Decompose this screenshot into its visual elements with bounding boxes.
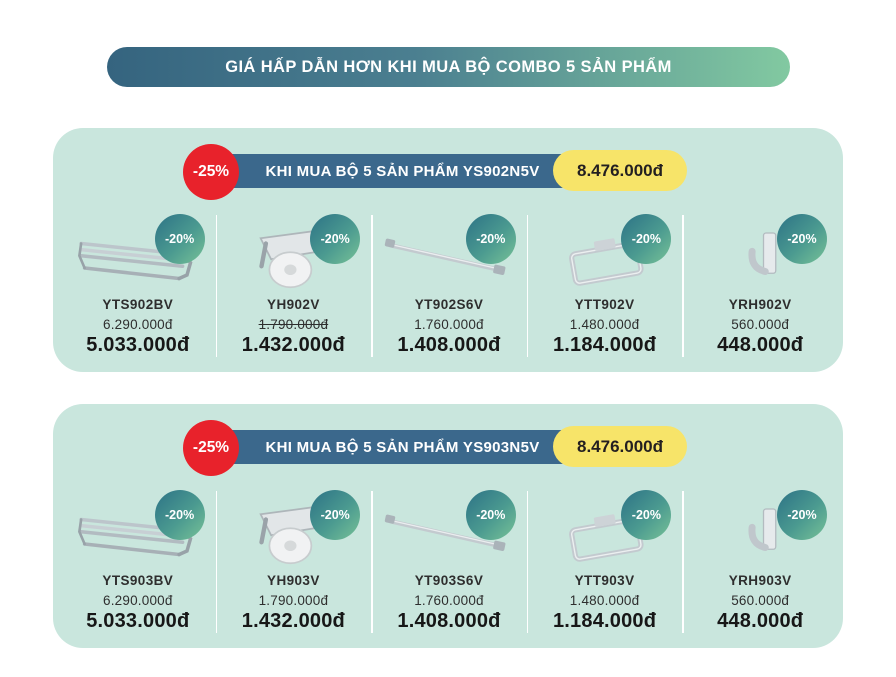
product-code: YTT902V	[574, 297, 635, 312]
sale-price: 5.033.000đ	[86, 334, 190, 356]
product-card-yts902bv: -20% YTS902BV 6.290.000đ 5.033.000đ	[60, 213, 216, 365]
product-code: YRH902V	[728, 297, 792, 312]
discount-badge: -20%	[154, 490, 205, 540]
sale-price: 1.432.000đ	[241, 334, 345, 356]
combo-title: KHI MUA BỘ 5 SẢN PHẨM YS903N5V	[265, 438, 540, 456]
combo-title-bar: KHI MUA BỘ 5 SẢN PHẨM YS902N5V	[205, 154, 570, 188]
combo-panel-ys902n5v: -25% KHI MUA BỘ 5 SẢN PHẨM YS902N5V 8.47…	[53, 128, 843, 372]
product-card-yt902s6v: -20% YT902S6V 1.760.000đ 1.408.000đ	[371, 213, 527, 365]
combo-discount-badge: -25%	[183, 144, 239, 200]
product-row: -20% YTS902BV 6.290.000đ 5.033.000đ -20%…	[60, 213, 838, 365]
product-code: YH902V	[267, 297, 320, 312]
original-price: 1.760.000đ	[414, 317, 484, 332]
discount-badge: -20%	[154, 214, 205, 264]
sale-price: 1.408.000đ	[397, 610, 501, 632]
original-price: 560.000đ	[731, 593, 790, 608]
sale-price: 448.000đ	[717, 334, 804, 356]
sale-price: 1.184.000đ	[552, 610, 657, 632]
original-price: 560.000đ	[731, 317, 790, 332]
combo-price-tag: 8.476.000đ	[553, 426, 687, 467]
discount-badge: -20%	[621, 214, 672, 264]
product-code: YTS902BV	[102, 297, 174, 312]
product-code: YH903V	[267, 573, 320, 588]
discount-badge: -20%	[465, 214, 516, 264]
sale-price: 448.000đ	[717, 610, 804, 632]
discount-badge: -20%	[776, 490, 827, 540]
combo-price-tag: 8.476.000đ	[553, 150, 687, 191]
sale-price: 1.184.000đ	[552, 334, 657, 356]
original-price: 6.290.000đ	[103, 317, 173, 332]
product-card-yh902v: -20% YH902V 1.790.000đ 1.432.000đ	[215, 213, 372, 365]
original-price: 1.760.000đ	[414, 593, 484, 608]
product-row: -20% YTS903BV 6.290.000đ 5.033.000đ -20%…	[60, 489, 838, 641]
discount-badge: -20%	[621, 490, 672, 540]
sale-price: 1.408.000đ	[397, 334, 501, 356]
sale-price: 1.432.000đ	[241, 610, 345, 632]
product-code: YT902S6V	[414, 297, 484, 312]
product-card-yh903v: -20% YH903V 1.790.000đ 1.432.000đ	[215, 489, 372, 641]
discount-badge: -20%	[465, 490, 516, 540]
discount-badge: -20%	[310, 214, 361, 264]
original-price: 1.790.000đ	[258, 593, 329, 608]
original-price: 6.290.000đ	[103, 593, 173, 608]
product-card-yrh902v: -20% YRH902V 560.000đ 448.000đ	[682, 213, 838, 365]
original-price: 1.480.000đ	[569, 593, 640, 608]
product-card-ytt903v: -20% YTT903V 1.480.000đ 1.184.000đ	[526, 489, 683, 641]
promo-title: GIÁ HẤP DẪN HƠN KHI MUA BỘ COMBO 5 SẢN P…	[225, 57, 672, 76]
combo-discount-badge: -25%	[183, 420, 239, 476]
product-code: YT903S6V	[414, 573, 484, 588]
combo-panel-ys903n5v: -25% KHI MUA BỘ 5 SẢN PHẨM YS903N5V 8.47…	[53, 404, 843, 648]
discount-badge: -20%	[776, 214, 827, 264]
product-card-yts903bv: -20% YTS903BV 6.290.000đ 5.033.000đ	[60, 489, 216, 641]
sale-price: 5.033.000đ	[86, 610, 190, 632]
discount-badge: -20%	[310, 490, 361, 540]
product-card-yrh903v: -20% YRH903V 560.000đ 448.000đ	[682, 489, 838, 641]
original-price: 1.480.000đ	[569, 317, 640, 332]
combo-title-bar: KHI MUA BỘ 5 SẢN PHẨM YS903N5V	[205, 430, 570, 464]
combo-title: KHI MUA BỘ 5 SẢN PHẨM YS902N5V	[265, 162, 540, 180]
product-code: YTT903V	[574, 573, 635, 588]
original-price: 1.790.000đ	[258, 317, 329, 332]
promo-title-banner: GIÁ HẤP DẪN HƠN KHI MUA BỘ COMBO 5 SẢN P…	[107, 47, 790, 87]
product-card-ytt902v: -20% YTT902V 1.480.000đ 1.184.000đ	[526, 213, 683, 365]
product-code: YRH903V	[728, 573, 792, 588]
product-code: YTS903BV	[102, 573, 174, 588]
product-card-yt903s6v: -20% YT903S6V 1.760.000đ 1.408.000đ	[371, 489, 527, 641]
